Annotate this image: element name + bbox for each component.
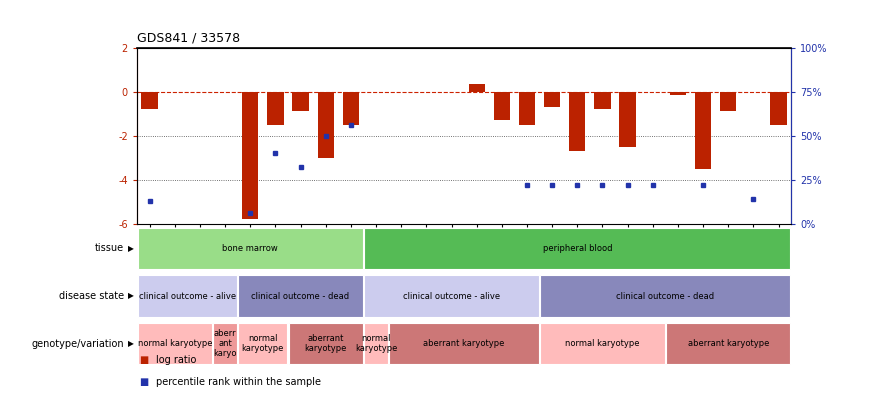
Bar [289, 323, 362, 364]
Text: clinical outcome - dead: clinical outcome - dead [251, 291, 350, 301]
Text: clinical outcome - alive: clinical outcome - alive [403, 291, 500, 301]
Bar [138, 323, 212, 364]
Text: disease state: disease state [58, 291, 124, 301]
Text: clinical outcome - alive: clinical outcome - alive [139, 291, 236, 301]
Bar [317, 91, 334, 158]
Bar [771, 91, 787, 125]
Bar [138, 275, 237, 317]
Text: normal karyotype: normal karyotype [138, 339, 212, 348]
Text: bone marrow: bone marrow [223, 244, 278, 253]
Bar [364, 275, 539, 317]
Text: ▶: ▶ [128, 291, 134, 301]
Bar [293, 91, 309, 111]
Text: normal
karyotype: normal karyotype [354, 334, 397, 353]
Bar [242, 91, 258, 219]
Bar [544, 91, 560, 107]
Bar [667, 323, 790, 364]
Bar [239, 275, 362, 317]
Text: GDS841 / 33578: GDS841 / 33578 [137, 32, 240, 45]
Bar [720, 91, 736, 111]
Text: normal
karyotype: normal karyotype [241, 334, 284, 353]
Text: tissue: tissue [95, 244, 124, 253]
Bar [469, 84, 484, 91]
Text: percentile rank within the sample: percentile rank within the sample [156, 377, 322, 387]
Bar [670, 91, 686, 95]
Text: genotype/variation: genotype/variation [31, 339, 124, 348]
Bar [569, 91, 585, 151]
Bar [343, 91, 359, 125]
Bar [594, 91, 611, 109]
Bar [138, 228, 362, 269]
Bar [540, 323, 665, 364]
Bar [267, 91, 284, 125]
Text: ■: ■ [139, 377, 148, 387]
Text: log ratio: log ratio [156, 355, 197, 366]
Bar [364, 228, 790, 269]
Text: ▶: ▶ [128, 339, 134, 348]
Bar [389, 323, 539, 364]
Bar [620, 91, 636, 147]
Bar [519, 91, 535, 125]
Text: clinical outcome - dead: clinical outcome - dead [616, 291, 714, 301]
Text: normal karyotype: normal karyotype [565, 339, 640, 348]
Text: peripheral blood: peripheral blood [543, 244, 612, 253]
Bar [540, 275, 790, 317]
Text: aberrant
karyotype: aberrant karyotype [304, 334, 347, 353]
Text: ▶: ▶ [128, 244, 134, 253]
Bar [364, 323, 388, 364]
Bar [141, 91, 157, 109]
Bar [493, 91, 510, 120]
Bar [239, 323, 287, 364]
Bar [695, 91, 712, 169]
Text: aberrant karyotype: aberrant karyotype [688, 339, 769, 348]
Text: aberrant karyotype: aberrant karyotype [423, 339, 505, 348]
Text: aberr
ant
karyo: aberr ant karyo [213, 329, 237, 358]
Text: ■: ■ [139, 355, 148, 366]
Bar [213, 323, 237, 364]
